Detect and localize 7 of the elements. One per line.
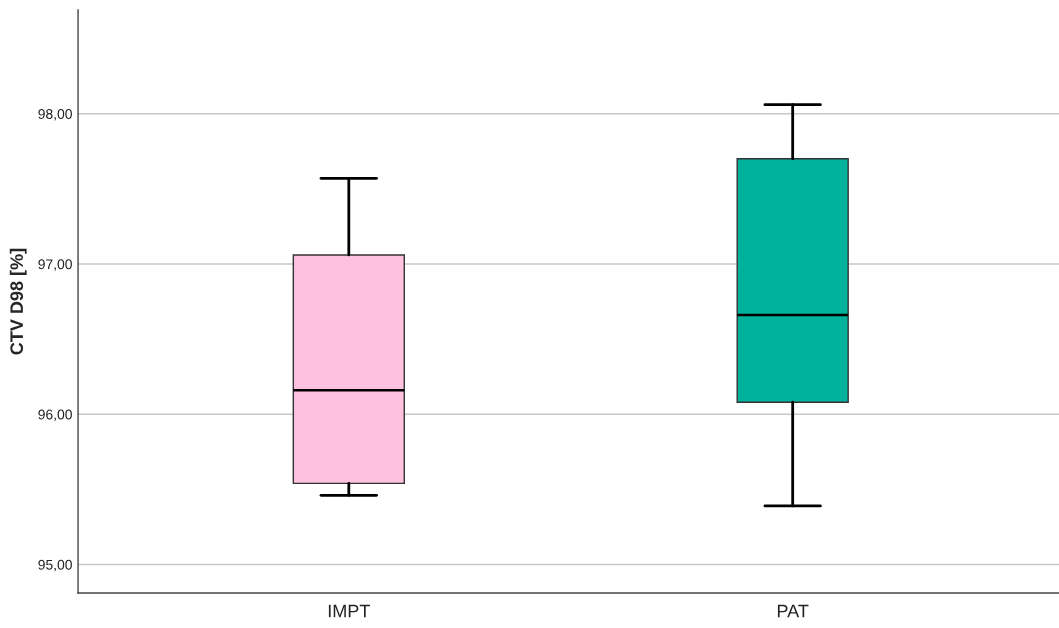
y-tick-label: 96,00 — [38, 409, 72, 422]
y-tick-label: 97,00 — [38, 259, 72, 271]
y-tick-label: 98,00 — [38, 109, 72, 121]
y-axis-title: CTV D98 [%] — [9, 248, 27, 355]
y-tick-label: 95,00 — [38, 559, 72, 572]
x-tick-label: PAT — [777, 604, 809, 618]
x-tick-label: IMPT — [328, 604, 370, 618]
